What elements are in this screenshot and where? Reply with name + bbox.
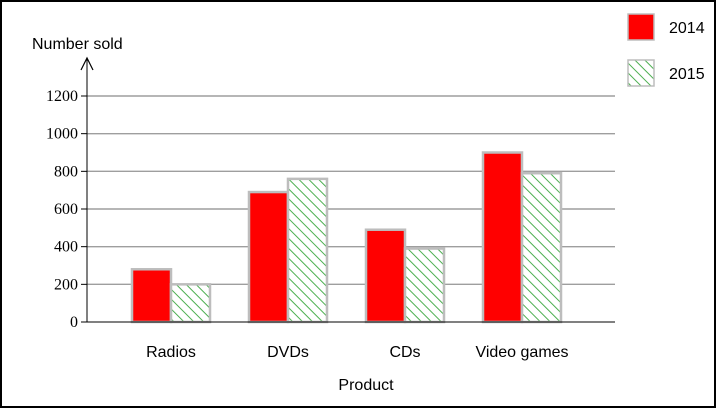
y-tick-label: 600 [54, 201, 78, 218]
legend-swatch-2015 [627, 59, 655, 87]
axes [80, 56, 615, 323]
y-tick-label: 200 [54, 276, 78, 293]
y-axis-label: Number sold [32, 36, 123, 53]
x-tick-label: DVDs [267, 344, 309, 361]
bar-2015-cds [403, 247, 446, 324]
y-tick-label: 1000 [46, 126, 78, 143]
y-tick-labels: 0 200 400 600 800 1000 1200 [46, 88, 87, 331]
y-tick-label: 1200 [46, 88, 78, 105]
y-tick-label: 0 [70, 314, 78, 331]
legend-swatch-2014 [627, 13, 655, 41]
bar-2015-video-games [520, 171, 563, 324]
bar-2014-dvds [247, 190, 290, 324]
x-tick-label: Video games [475, 344, 568, 361]
bar-2015-radios [169, 283, 212, 324]
x-tick-label: Radios [146, 344, 196, 361]
bar-2014-video-games [481, 151, 524, 324]
legend-label: 2014 [669, 20, 705, 37]
bars [130, 151, 563, 324]
x-tick-label: CDs [389, 344, 420, 361]
legend-label: 2015 [669, 66, 705, 83]
x-tick-labels: Radios DVDs CDs Video games [146, 344, 568, 361]
y-tick-label: 400 [54, 239, 78, 256]
y-tick-label: 800 [54, 163, 78, 180]
x-axis-label: Product [338, 377, 394, 394]
bar-2014-radios [130, 268, 173, 324]
y-axis-arrow-icon [80, 56, 94, 71]
legend: 2014 2015 [627, 13, 705, 87]
bar-2015-dvds [286, 177, 329, 324]
bar-2014-cds [364, 228, 407, 324]
